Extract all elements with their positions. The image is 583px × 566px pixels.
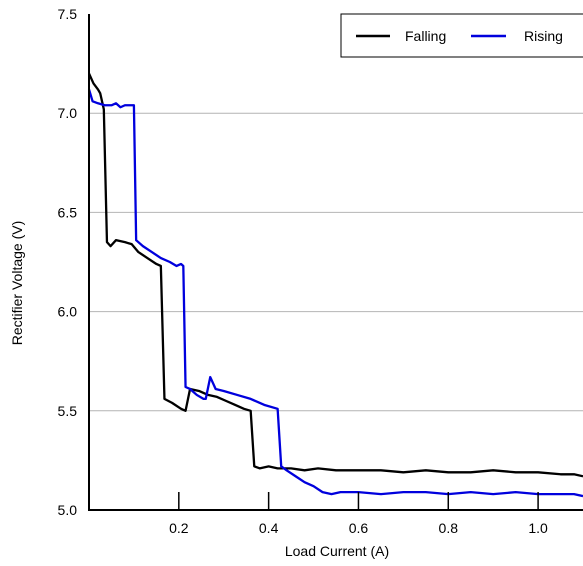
x-tick-label-2: 0.6 [349, 520, 369, 536]
x-tick-label-0: 0.2 [169, 520, 189, 536]
legend-label-falling: Falling [405, 28, 446, 44]
tick-labels: 0.2 0.4 0.6 0.8 1.0 5.0 5.5 6.0 6.5 7.0 7.5 [58, 6, 549, 536]
series-line-falling [87, 73, 583, 478]
y-tick-label-3: 6.5 [58, 204, 78, 220]
y-axis-title: Rectifier Voltage (V) [9, 221, 25, 346]
y-tick-label-4: 7.0 [58, 105, 78, 121]
y-tick-label-5: 7.5 [58, 6, 78, 22]
y-tick-label-2: 6.0 [58, 304, 78, 320]
x-axis-title: Load Current (A) [285, 543, 389, 559]
axes [88, 14, 583, 511]
x-tick-label-4: 1.0 [528, 520, 548, 536]
y-tick-label-1: 5.5 [58, 403, 78, 419]
legend-label-rising: Rising [524, 28, 563, 44]
x-tick-label-1: 0.4 [259, 520, 279, 536]
x-tick-label-3: 0.8 [439, 520, 459, 536]
series-line-rising [87, 89, 583, 498]
plot-series [87, 73, 583, 498]
y-tick-label-0: 5.0 [58, 502, 78, 518]
legend: Falling Rising [340, 13, 583, 58]
grid-lines [89, 112, 583, 412]
